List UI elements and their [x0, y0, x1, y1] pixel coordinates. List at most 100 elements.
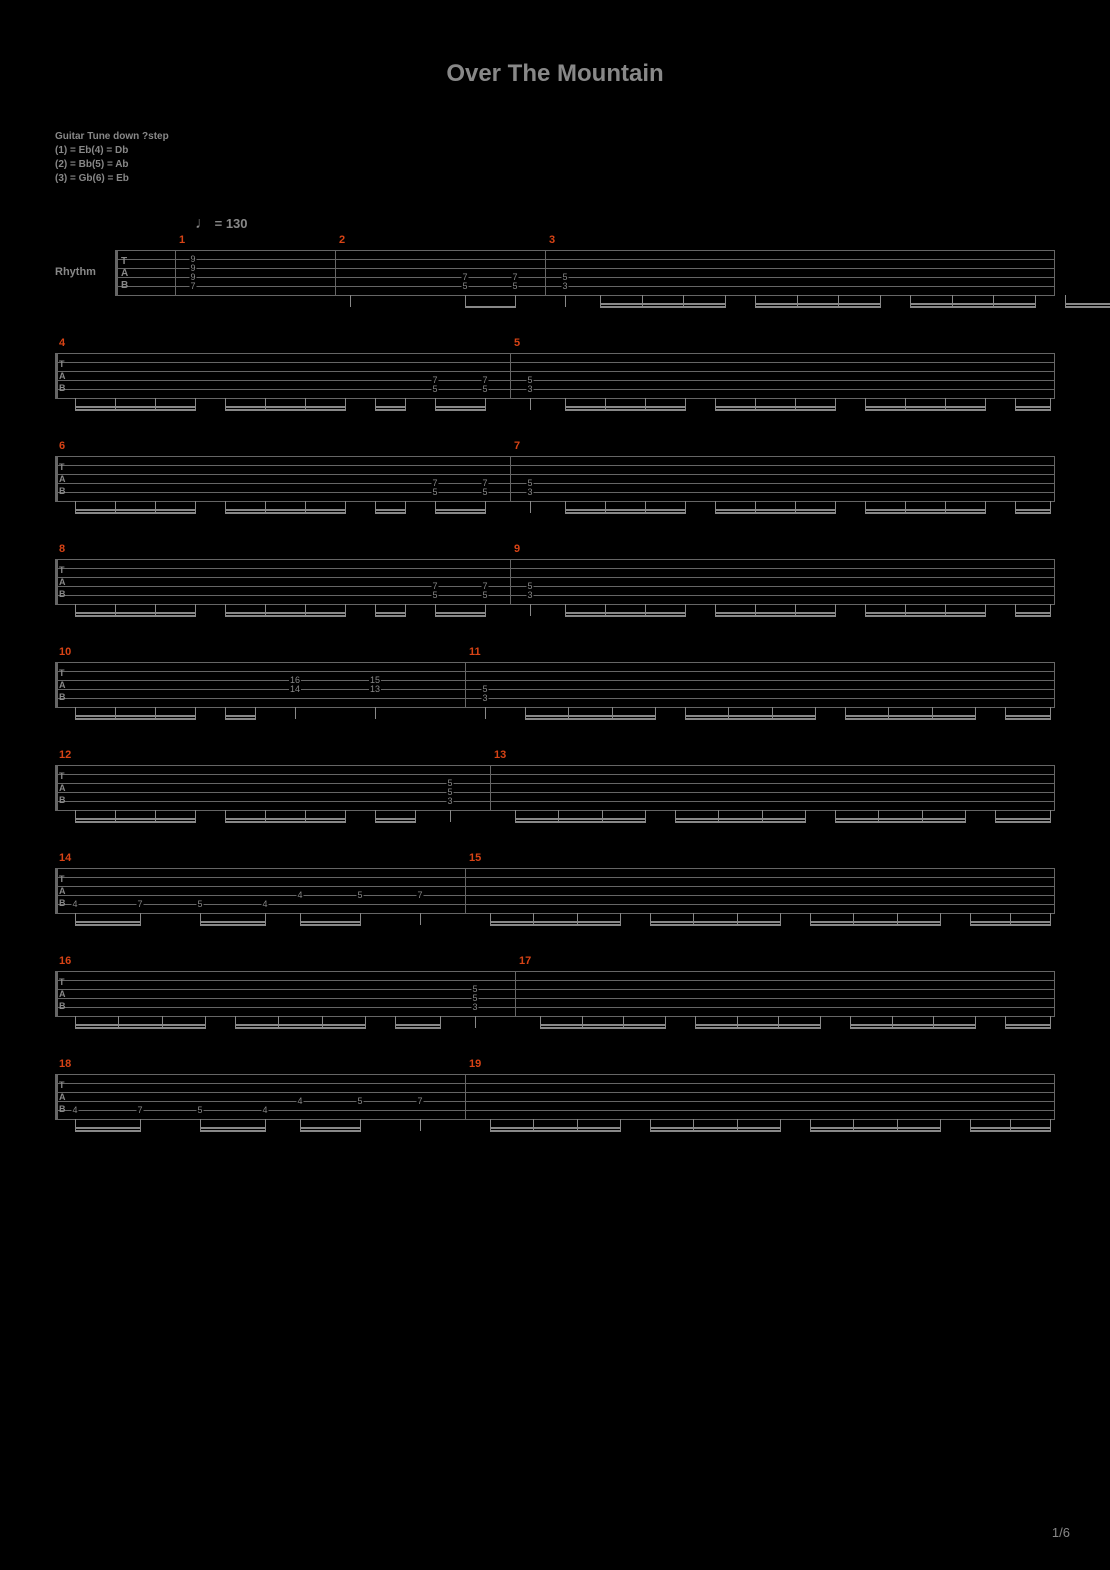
fret-number: 4	[261, 1105, 268, 1115]
fret-number: 5	[461, 281, 468, 291]
tuning-line: (1) = Eb(4) = Db	[55, 144, 169, 158]
fret-number: 7	[416, 890, 423, 900]
fret-number: 7	[416, 1096, 423, 1106]
tab-letter: B	[121, 280, 128, 291]
tab-system: TAB47575553	[55, 353, 1055, 398]
fret-number: 7	[136, 1105, 143, 1115]
rhythm-stems	[55, 398, 1055, 418]
tab-letter: B	[59, 1001, 66, 1011]
measure-number: 5	[514, 337, 520, 349]
tab-staff: TAB67575753	[55, 456, 1055, 501]
fret-number: 5	[431, 590, 438, 600]
rhythm-stems	[115, 295, 1055, 315]
tab-system: TAB87575953	[55, 559, 1055, 604]
tuning-line: (3) = Gb(6) = Eb	[55, 172, 169, 186]
tab-system: TAB18475445719	[55, 1074, 1055, 1119]
measure-number: 1	[179, 234, 185, 246]
fret-number: 3	[481, 693, 488, 703]
measure-number: 13	[494, 749, 506, 761]
tab-letter: A	[59, 783, 66, 793]
tuning-line: (2) = Bb(5) = Ab	[55, 158, 169, 172]
measure-number: 19	[469, 1058, 481, 1070]
fret-number: 3	[526, 384, 533, 394]
tab-letter: A	[59, 1092, 66, 1102]
rhythm-stems	[55, 707, 1055, 727]
tempo-value: = 130	[215, 216, 248, 231]
measure-number: 2	[339, 234, 345, 246]
fret-number: 4	[71, 1105, 78, 1115]
fret-number: 7	[136, 899, 143, 909]
tab-letter: T	[59, 359, 65, 369]
tab-letter: A	[59, 577, 66, 587]
tab-letter: T	[59, 874, 65, 884]
tab-staff: TAB10161415131153	[55, 662, 1055, 707]
fret-number: 5	[481, 384, 488, 394]
tab-letter: A	[59, 371, 66, 381]
tab-letter: T	[121, 256, 127, 267]
tab-system: TAB1655317	[55, 971, 1055, 1016]
tab-system: TAB10161415131153	[55, 662, 1055, 707]
tab-staff: TAB1655317	[55, 971, 1055, 1016]
tab-staff: TAB1255313	[55, 765, 1055, 810]
fret-number: 7	[189, 281, 196, 291]
tab-letter: A	[59, 886, 66, 896]
measure-number: 7	[514, 440, 520, 452]
tab-systems: TAB1999727575353TAB47575553TAB67575753TA…	[55, 250, 1055, 1177]
page-number: 1/6	[1052, 1525, 1070, 1540]
measure-number: 16	[59, 955, 71, 967]
tab-letter: T	[59, 977, 65, 987]
tab-letter: T	[59, 1080, 65, 1090]
tab-letter: B	[59, 383, 66, 393]
measure-number: 9	[514, 543, 520, 555]
fret-number: 5	[431, 487, 438, 497]
tab-system: TAB67575753	[55, 456, 1055, 501]
rhythm-stems	[55, 810, 1055, 830]
fret-number: 4	[261, 899, 268, 909]
tab-staff: TAB1999727575353	[115, 250, 1055, 295]
tab-letter: T	[59, 565, 65, 575]
fret-number: 4	[71, 899, 78, 909]
tab-letter: A	[121, 268, 128, 279]
tuning-info: Guitar Tune down ?step (1) = Eb(4) = Db …	[55, 130, 169, 186]
rhythm-stems	[55, 604, 1055, 624]
tab-letter: A	[59, 474, 66, 484]
quarter-note-icon: ♩	[195, 215, 211, 232]
measure-number: 18	[59, 1058, 71, 1070]
rhythm-stems	[55, 1016, 1055, 1036]
fret-number: 5	[511, 281, 518, 291]
tab-letter: B	[59, 589, 66, 599]
fret-number: 5	[196, 1105, 203, 1115]
tab-staff: TAB18475445719	[55, 1074, 1055, 1119]
measure-number: 15	[469, 852, 481, 864]
tab-letter: B	[59, 898, 66, 908]
tab-system: TAB1255313	[55, 765, 1055, 810]
fret-number: 5	[481, 487, 488, 497]
rhythm-stems	[55, 913, 1055, 933]
fret-number: 13	[369, 684, 381, 694]
fret-number: 5	[356, 890, 363, 900]
tab-system: TAB14475445715	[55, 868, 1055, 913]
measure-number: 12	[59, 749, 71, 761]
fret-number: 4	[296, 890, 303, 900]
fret-number: 3	[526, 487, 533, 497]
tab-system: TAB1999727575353	[115, 250, 1055, 295]
measure-number: 14	[59, 852, 71, 864]
tab-letter: T	[59, 462, 65, 472]
measure-number: 10	[59, 646, 71, 658]
measure-number: 11	[469, 646, 481, 658]
rhythm-stems	[55, 1119, 1055, 1139]
fret-number: 3	[561, 281, 568, 291]
tempo-marking: ♩ = 130	[195, 215, 248, 233]
fret-number: 3	[446, 796, 453, 806]
tab-letter: B	[59, 692, 66, 702]
fret-number: 3	[471, 1002, 478, 1012]
song-title: Over The Mountain	[0, 0, 1110, 88]
fret-number: 3	[526, 590, 533, 600]
fret-number: 5	[481, 590, 488, 600]
tuning-header: Guitar Tune down ?step	[55, 130, 169, 144]
measure-number: 3	[549, 234, 555, 246]
rhythm-stems	[55, 501, 1055, 521]
tab-staff: TAB47575553	[55, 353, 1055, 398]
fret-number: 14	[289, 684, 301, 694]
tab-staff: TAB87575953	[55, 559, 1055, 604]
